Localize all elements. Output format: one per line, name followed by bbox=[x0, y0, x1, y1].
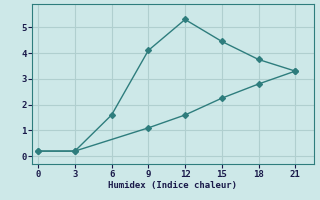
X-axis label: Humidex (Indice chaleur): Humidex (Indice chaleur) bbox=[108, 181, 237, 190]
